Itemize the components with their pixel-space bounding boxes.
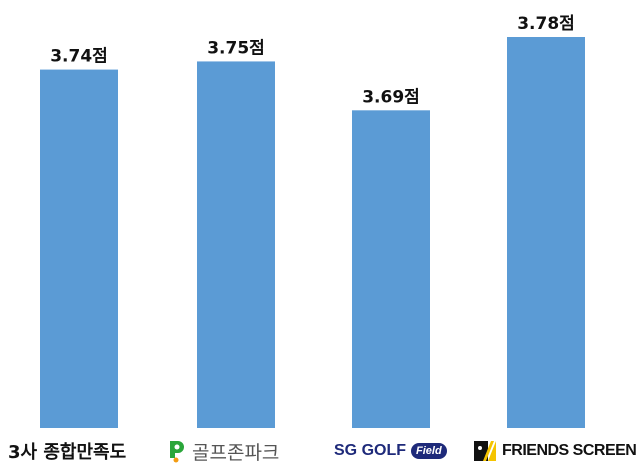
category-label-overall: 3사 종합만족도 — [8, 436, 126, 466]
sg-golf-logo-text: SG GOLF — [334, 442, 406, 459]
data-label: 3.75점 — [207, 38, 265, 58]
category-label-friends-screen: FRIENDS SCREEN — [474, 436, 637, 466]
golfzon-p-logo-icon — [168, 439, 186, 463]
bar — [352, 110, 430, 428]
field-logo-badge: Field — [411, 443, 447, 459]
friends-screen-logo-icon — [474, 440, 496, 462]
category-text: 골프존파크 — [192, 441, 280, 464]
category-label-golfzon-park: 골프존파크 — [168, 436, 279, 466]
data-label: 3.69점 — [362, 87, 420, 107]
data-label: 3.78점 — [517, 14, 575, 34]
category-text: FRIENDS SCREEN — [502, 442, 637, 459]
bar — [197, 61, 275, 428]
category-text: 3사 종합만족도 — [8, 442, 127, 463]
data-label: 3.74점 — [50, 47, 108, 67]
bar — [40, 69, 118, 428]
bar — [507, 37, 585, 428]
category-label-sg-golf-field: SG GOLF Field — [334, 436, 447, 466]
